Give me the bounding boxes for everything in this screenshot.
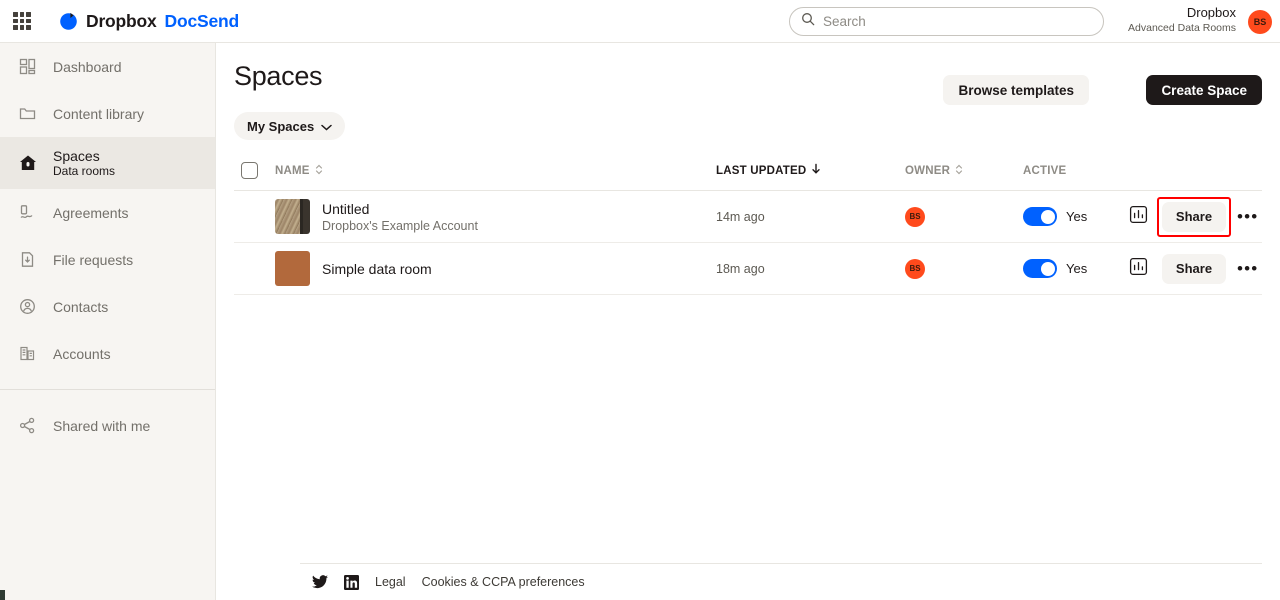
sidebar-item-label: Agreements [53, 204, 129, 221]
active-toggle[interactable] [1023, 207, 1057, 226]
last-updated-value: 14m ago [716, 209, 765, 224]
owner-cell: BS [905, 206, 925, 227]
avatar[interactable]: BS [1248, 10, 1272, 34]
last-updated-value: 18m ago [716, 261, 765, 276]
space-subtitle: Dropbox's Example Account [322, 218, 478, 233]
sidebar-item-label: Shared with me [53, 417, 151, 434]
column-header-name[interactable]: NAME [275, 164, 323, 178]
active-cell: Yes [1023, 259, 1087, 278]
dropbox-logo-icon [59, 12, 78, 31]
sidebar-item-sublabel: Data rooms [53, 163, 116, 178]
brand-name: Dropbox [86, 10, 157, 31]
more-dots-icon[interactable]: ••• [1237, 259, 1259, 278]
sidebar-item-agreements[interactable]: Agreements [0, 189, 215, 236]
linkedin-icon[interactable] [344, 574, 359, 590]
sidebar-item-content-library[interactable]: Content library [0, 90, 215, 137]
column-label: LAST UPDATED [716, 164, 807, 177]
create-space-button[interactable]: Create Space [1146, 75, 1262, 105]
my-spaces-filter[interactable]: My Spaces [234, 112, 346, 140]
signature-icon [18, 203, 37, 222]
active-label: Yes [1066, 209, 1088, 224]
table-row[interactable]: Simple data room 18m ago BS Yes Share ••… [234, 243, 1262, 295]
brand-logo-group[interactable]: Dropbox DocSend [59, 11, 239, 32]
sidebar-item-label: Contacts [53, 298, 109, 315]
sidebar-item-label: File requests [53, 251, 134, 268]
folder-icon [18, 104, 37, 123]
browse-templates-button[interactable]: Browse templates [943, 75, 1089, 105]
search-icon [801, 12, 815, 31]
active-toggle[interactable] [1023, 259, 1057, 278]
search-box[interactable] [789, 7, 1104, 36]
building-icon [18, 344, 37, 363]
owner-cell: BS [905, 258, 925, 279]
sidebar-item-dashboard[interactable]: Dashboard [0, 43, 215, 90]
home-icon [18, 154, 37, 173]
sidebar-item-accounts[interactable]: Accounts [0, 330, 215, 377]
sidebar-item-contacts[interactable]: Contacts [0, 283, 215, 330]
spaces-table: NAME LAST UPDATED OWNER [234, 151, 1262, 295]
space-name: Simple data room [322, 260, 432, 277]
sidebar-divider [0, 389, 215, 390]
contact-icon [18, 297, 37, 316]
more-dots-icon[interactable]: ••• [1237, 207, 1259, 226]
active-label: Yes [1066, 261, 1088, 276]
share-button[interactable]: Share [1162, 201, 1226, 232]
sort-updown-icon [315, 164, 323, 178]
file-request-icon [18, 250, 37, 269]
space-name: Untitled [322, 200, 370, 217]
share-nodes-icon [18, 416, 37, 435]
account-plan: Advanced Data Rooms [1128, 22, 1236, 34]
chevron-down-icon [321, 119, 332, 134]
sort-updown-icon [955, 164, 963, 178]
sidebar-item-label: Accounts [53, 345, 111, 362]
sidebar: Dashboard Content library Spaces Data ro… [0, 43, 216, 600]
space-thumbnail [275, 251, 310, 286]
cookies-preferences-link[interactable]: Cookies & CCPA preferences [421, 575, 585, 589]
account-info[interactable]: Dropbox Advanced Data Rooms [1128, 5, 1236, 35]
brand-product: DocSend [164, 10, 240, 31]
filter-label: My Spaces [247, 118, 315, 134]
table-row[interactable]: Untitled Dropbox's Example Account 14m a… [234, 191, 1262, 243]
column-label: ACTIVE [1023, 164, 1067, 177]
scrollbar-corner[interactable] [0, 590, 5, 600]
select-all-checkbox[interactable] [241, 162, 258, 179]
column-label: OWNER [905, 164, 951, 177]
main-content: Spaces Browse templates Create Space My … [216, 43, 1280, 600]
share-button[interactable]: Share [1162, 253, 1226, 284]
footer: Legal Cookies & CCPA preferences [300, 563, 1262, 600]
sidebar-item-label: Spaces [53, 147, 100, 164]
sidebar-item-spaces[interactable]: Spaces Data rooms [0, 137, 215, 189]
search-input[interactable] [823, 14, 1078, 29]
top-bar: Dropbox DocSend Dropbox Advanced Data Ro… [0, 0, 1280, 43]
owner-avatar[interactable]: BS [905, 258, 925, 279]
column-label: NAME [275, 164, 310, 177]
bar-chart-icon[interactable] [1129, 205, 1148, 229]
sidebar-item-label: Dashboard [53, 58, 122, 75]
account-name: Dropbox [1186, 5, 1236, 20]
bar-chart-icon[interactable] [1129, 257, 1148, 281]
arrow-down-icon [811, 163, 821, 178]
grid-icon[interactable] [13, 12, 31, 30]
sidebar-item-label: Content library [53, 105, 145, 122]
sidebar-item-file-requests[interactable]: File requests [0, 236, 215, 283]
column-header-active: ACTIVE [1023, 165, 1066, 177]
table-header: NAME LAST UPDATED OWNER [234, 151, 1262, 191]
active-cell: Yes [1023, 207, 1087, 226]
legal-link[interactable]: Legal [375, 575, 406, 589]
space-thumbnail [275, 199, 310, 234]
twitter-icon[interactable] [312, 575, 328, 589]
column-header-last-updated[interactable]: LAST UPDATED [716, 163, 821, 178]
page-title: Spaces [234, 61, 323, 91]
sidebar-item-shared-with-me[interactable]: Shared with me [0, 402, 215, 449]
dashboard-icon [18, 57, 37, 76]
owner-avatar[interactable]: BS [905, 206, 925, 227]
column-header-owner[interactable]: OWNER [905, 164, 963, 178]
